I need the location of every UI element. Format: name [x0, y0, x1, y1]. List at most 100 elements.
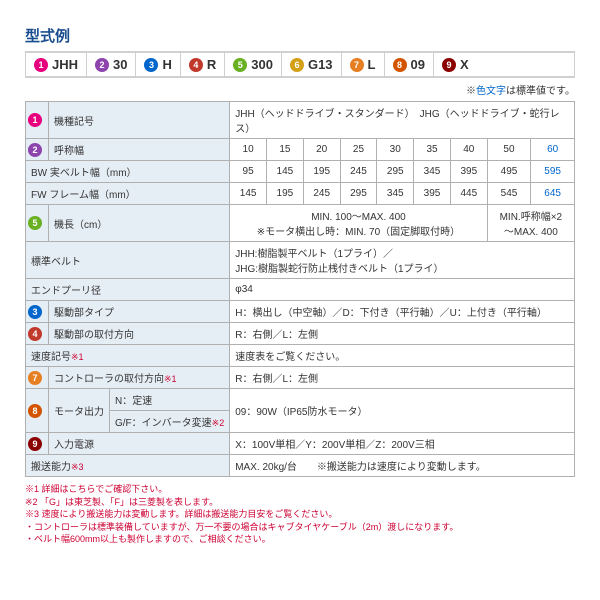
row-label: 標準ベルト: [26, 242, 230, 279]
model-part-text: 300: [251, 57, 273, 72]
row-value: 速度表をご覧ください。: [230, 345, 575, 367]
table-cell: 195: [303, 161, 340, 183]
row-label: BW 実ベルト幅（mm）: [26, 161, 230, 183]
row-value: MAX. 20kg/台 ※搬送能力は速度により変動します。: [230, 455, 575, 477]
model-part: 7L: [341, 53, 384, 76]
row-label: 駆動部の取付方向: [49, 323, 230, 345]
row-value: JHH（ヘッドドライブ・スタンダード） JHG（ヘッドドライブ・蛇行レス）: [230, 102, 575, 139]
model-part: 3H: [135, 53, 179, 76]
row-label: 速度記号※1: [26, 345, 230, 367]
table-cell: 645: [531, 183, 575, 205]
circle-5-icon: 5: [28, 216, 42, 230]
row-value: R：右側／L：左側: [230, 367, 575, 389]
footnote-line: ※2 「G」は東芝製、「F」は三菱製を表します。: [25, 496, 575, 509]
model-part-text: L: [368, 57, 376, 72]
row-label: 駆動部タイプ: [49, 301, 230, 323]
table-cell: 245: [303, 183, 340, 205]
note-top: ※色文字は標準値です。: [25, 82, 575, 97]
circle-8-icon: 8: [28, 404, 42, 418]
circle-3-icon: 3: [28, 305, 42, 319]
circle-5-icon: 5: [233, 58, 247, 72]
table-cell: 15: [267, 139, 304, 161]
circle-3-icon: 3: [144, 58, 158, 72]
table-cell: 25: [340, 139, 377, 161]
model-part-text: G13: [308, 57, 333, 72]
table-cell: 40: [450, 139, 487, 161]
model-part-text: 09: [411, 57, 425, 72]
row-value: MIN.呼称幅×2 ～MAX. 400: [487, 205, 574, 242]
footnotes: ※1 詳細はこちらでご確認下さい。※2 「G」は東芝製、「F」は三菱製を表します…: [25, 483, 575, 546]
table-cell: 145: [267, 161, 304, 183]
row-label: モータ出力: [49, 389, 110, 433]
table-cell: 10: [230, 139, 267, 161]
table-cell: 20: [303, 139, 340, 161]
table-cell: 60: [531, 139, 575, 161]
circle-4-icon: 4: [189, 58, 203, 72]
section-title: 型式例: [25, 25, 575, 46]
row-value: 09：90W（IP65防水モータ）: [230, 389, 575, 433]
model-part-text: X: [460, 57, 469, 72]
table-cell: 145: [230, 183, 267, 205]
circle-7-icon: 7: [350, 58, 364, 72]
model-part: 4R: [180, 53, 224, 76]
table-cell: 545: [487, 183, 531, 205]
row-value: X：100V単相／Y：200V単相／Z：200V三相: [230, 433, 575, 455]
model-code-bar: 1JHH2303H4R53006G137L8099X: [25, 51, 575, 78]
table-cell: 35: [414, 139, 451, 161]
model-part-text: H: [162, 57, 171, 72]
table-cell: 245: [340, 161, 377, 183]
table-cell: 95: [230, 161, 267, 183]
footnote-line: ・コントローラは標準装備していますが、万一不要の場合はキャブタイヤケーブル（2m…: [25, 521, 575, 534]
row-label: 機長（cm）: [49, 205, 230, 242]
table-cell: 30: [377, 139, 414, 161]
circle-1-icon: 1: [34, 58, 48, 72]
table-cell: 50: [487, 139, 531, 161]
row-label: エンドプーリ径: [26, 279, 230, 301]
model-part: 5 300: [224, 53, 281, 76]
model-part-text: R: [207, 57, 216, 72]
model-part: 1 JHH: [25, 53, 86, 76]
circle-4-icon: 4: [28, 327, 42, 341]
table-cell: 595: [531, 161, 575, 183]
table-cell: 345: [377, 183, 414, 205]
circle-6-icon: 6: [290, 58, 304, 72]
circle-8-icon: 8: [393, 58, 407, 72]
row-label: FW フレーム幅（mm）: [26, 183, 230, 205]
model-part-text: JHH: [52, 57, 78, 72]
row-value: MIN. 100～MAX. 400 ※モータ横出し時：MIN. 70（固定脚取付…: [230, 205, 487, 242]
row-value: φ34: [230, 279, 575, 301]
footnote-line: ※3 速度により搬送能力は変動します。詳細は搬送能力目安をご覧ください。: [25, 508, 575, 521]
circle-9-icon: 9: [28, 437, 42, 451]
model-part: 6 G13: [281, 53, 341, 76]
table-cell: 395: [450, 161, 487, 183]
table-cell: 295: [377, 161, 414, 183]
model-part-text: 30: [113, 57, 127, 72]
circle-2-icon: 2: [28, 143, 42, 157]
row-value: R：右側／L：左側: [230, 323, 575, 345]
row-sublabel: N：定速: [110, 389, 230, 411]
row-label: 機種記号: [49, 102, 230, 139]
row-value: H：横出し（中空軸）／D：下付き（平行軸）／U：上付き（平行軸）: [230, 301, 575, 323]
row-value: JHH:樹脂製平ベルト（1プライ）／ JHG:樹脂製蛇行防止桟付きベルト（1プラ…: [230, 242, 575, 279]
model-part: 8 09: [384, 53, 433, 76]
spec-table: 1 機種記号 JHH（ヘッドドライブ・スタンダード） JHG（ヘッドドライブ・蛇…: [25, 101, 575, 477]
table-cell: 295: [340, 183, 377, 205]
table-cell: 345: [414, 161, 451, 183]
footnote-line: ※1 詳細はこちらでご確認下さい。: [25, 483, 575, 496]
footnote-line: ・ベルト幅600mm以上も製作しますので、ご相談ください。: [25, 533, 575, 546]
table-cell: 445: [450, 183, 487, 205]
row-label: 入力電源: [49, 433, 230, 455]
row-label: 搬送能力※3: [26, 455, 230, 477]
model-part: 2 30: [86, 53, 135, 76]
row-label: 呼称幅: [49, 139, 230, 161]
row-label: コントローラの取付方向※1: [49, 367, 230, 389]
model-part: 9X: [433, 53, 477, 76]
circle-7-icon: 7: [28, 371, 42, 385]
table-cell: 195: [267, 183, 304, 205]
circle-9-icon: 9: [442, 58, 456, 72]
table-cell: 395: [414, 183, 451, 205]
circle-2-icon: 2: [95, 58, 109, 72]
circle-1-icon: 1: [28, 113, 42, 127]
table-cell: 495: [487, 161, 531, 183]
row-sublabel: G/F：インバータ変速※2: [110, 411, 230, 433]
